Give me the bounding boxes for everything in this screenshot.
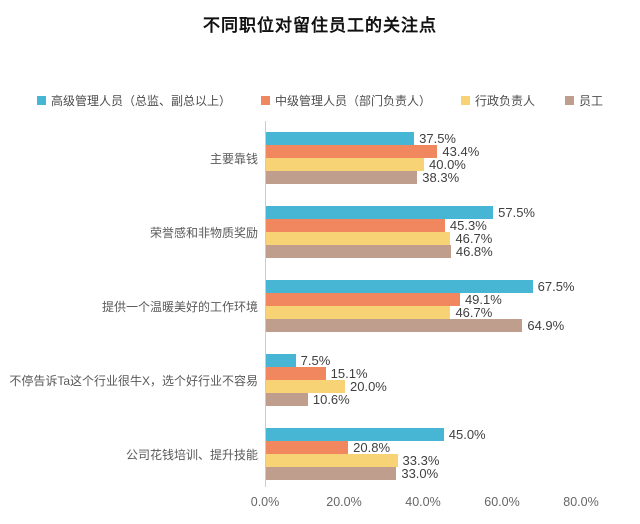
- group-bars: 67.5% 49.1% 46.7% 64.9%: [266, 280, 575, 332]
- bar-value-label: 57.5%: [498, 205, 535, 220]
- chart-title: 不同职位对留住员工的关注点: [203, 16, 437, 35]
- bar-2: [266, 306, 451, 319]
- bar-1: [266, 293, 460, 306]
- bar-line: 45.0%: [266, 428, 486, 441]
- bar-3: [266, 171, 418, 184]
- bar-group: 主要靠钱 37.5% 43.4% 40.0% 38.3%: [0, 132, 640, 184]
- bar-value-label: 37.5%: [419, 131, 456, 146]
- bar-line: 33.3%: [266, 454, 486, 467]
- bar-value-label: 40.0%: [429, 157, 466, 172]
- bar-2: [266, 232, 451, 245]
- bar-line: 38.3%: [266, 171, 479, 184]
- bar-2: [266, 454, 398, 467]
- bar-line: 46.8%: [266, 245, 535, 258]
- bar-line: 20.0%: [266, 380, 387, 393]
- bar-value-label: 46.7%: [455, 231, 493, 246]
- legend-label: 高级管理人员（总监、副总以上）: [50, 94, 231, 108]
- bar-line: 46.7%: [266, 232, 535, 245]
- bar-value-label: 33.0%: [401, 466, 439, 481]
- bar-value-label: 10.6%: [312, 392, 350, 407]
- bar-line: 20.8%: [266, 441, 486, 454]
- legend-swatch-icon: [565, 96, 575, 105]
- category-label: 不停告诉Ta这个行业很牛X，选个好行业不容易: [9, 373, 258, 388]
- bar-line: 67.5%: [266, 280, 575, 293]
- group-bars: 45.0% 20.8% 33.3% 33.0%: [266, 428, 486, 480]
- bar-1: [266, 367, 326, 380]
- bar-chart: 主要靠钱 37.5% 43.4% 40.0% 38.3% 荣誉感和非物质奖励 57.5% 45…: [0, 121, 640, 509]
- bar-3: [266, 245, 451, 258]
- bar-line: 37.5%: [266, 132, 479, 145]
- bar-value-label: 38.3%: [422, 170, 460, 185]
- legend-label: 员工: [579, 94, 604, 108]
- category-label: 公司花钱培训、提升技能: [125, 447, 258, 462]
- bar-line: 64.9%: [266, 319, 575, 332]
- x-tick-label: 20.0%: [326, 495, 362, 509]
- bar-line: 49.1%: [266, 293, 575, 306]
- category-label: 主要靠钱: [209, 151, 258, 166]
- bar-value-label: 46.8%: [455, 244, 493, 259]
- bar-3: [266, 393, 308, 406]
- legend-label: 中级管理人员（部门负责人）: [274, 94, 431, 108]
- bar-line: 7.5%: [266, 354, 387, 367]
- bar-value-label: 43.4%: [442, 144, 480, 159]
- bar-group: 不停告诉Ta这个行业很牛X，选个好行业不容易 7.5% 15.1% 20.0% 10.6…: [0, 354, 640, 406]
- bar-1: [266, 441, 349, 454]
- bar-line: 43.4%: [266, 145, 479, 158]
- bar-value-label: 46.7%: [455, 305, 493, 320]
- bar-line: 45.3%: [266, 219, 535, 232]
- group-bars: 7.5% 15.1% 20.0% 10.6%: [266, 354, 387, 406]
- bar-0: [266, 354, 296, 367]
- group-bars: 37.5% 43.4% 40.0% 38.3%: [266, 132, 479, 184]
- bar-3: [266, 319, 523, 332]
- x-tick-label: 0.0%: [250, 495, 280, 509]
- x-axis: 0.0% 20.0% 40.0% 60.0% 80.0%: [0, 495, 640, 515]
- bar-line: 57.5%: [266, 206, 535, 219]
- bar-1: [266, 219, 445, 232]
- legend-swatch-icon: [260, 96, 270, 105]
- category-label: 荣誉感和非物质奖励: [149, 225, 258, 240]
- bar-value-label: 45.3%: [449, 218, 487, 233]
- legend-item-2[interactable]: 行政负责人: [461, 92, 535, 109]
- bar-value-label: 45.0%: [448, 427, 486, 442]
- bar-0: [266, 428, 444, 441]
- bar-1: [266, 145, 438, 158]
- legend-item-3[interactable]: 员工: [565, 92, 603, 109]
- x-tick-label: 60.0%: [484, 495, 520, 509]
- bar-value-label: 15.1%: [330, 366, 368, 381]
- bar-line: 15.1%: [266, 367, 387, 380]
- bar-groups: 主要靠钱 37.5% 43.4% 40.0% 38.3% 荣誉感和非物质奖励 57.5% 45…: [0, 121, 640, 480]
- y-axis-line: [265, 121, 266, 487]
- bar-group: 荣誉感和非物质奖励 57.5% 45.3% 46.7% 46.8%: [0, 206, 640, 258]
- legend-swatch-icon: [461, 96, 470, 105]
- legend-label: 行政负责人: [475, 94, 536, 108]
- bar-0: [266, 132, 415, 145]
- bar-group: 提供一个温暖美好的工作环境 67.5% 49.1% 46.7% 64.9%: [0, 280, 640, 332]
- bar-value-label: 7.5%: [300, 353, 331, 368]
- bar-0: [266, 206, 494, 219]
- legend: 高级管理人员（总监、副总以上） 中级管理人员（部门负责人） 行政负责人 员工: [0, 92, 640, 109]
- legend-item-1[interactable]: 中级管理人员（部门负责人）: [260, 92, 431, 109]
- bar-2: [266, 158, 424, 171]
- bar-line: 10.6%: [266, 393, 387, 406]
- bar-line: 46.7%: [266, 306, 575, 319]
- bar-value-label: 20.0%: [350, 379, 387, 394]
- bar-3: [266, 467, 397, 480]
- bar-value-label: 33.3%: [402, 453, 440, 468]
- category-label: 提供一个温暖美好的工作环境: [101, 299, 258, 314]
- bar-value-label: 64.9%: [527, 318, 565, 333]
- bar-group: 公司花钱培训、提升技能 45.0% 20.8% 33.3% 33.0%: [0, 428, 640, 480]
- bar-0: [266, 280, 533, 293]
- bar-value-label: 20.8%: [353, 440, 391, 455]
- group-bars: 57.5% 45.3% 46.7% 46.8%: [266, 206, 535, 258]
- bar-value-label: 49.1%: [464, 292, 502, 307]
- x-tick-label: 80.0%: [563, 495, 599, 509]
- x-tick-label: 40.0%: [405, 495, 441, 509]
- bar-line: 33.0%: [266, 467, 486, 480]
- legend-swatch-icon: [36, 96, 46, 105]
- bar-value-label: 67.5%: [537, 279, 575, 294]
- bar-line: 40.0%: [266, 158, 479, 171]
- bar-2: [266, 380, 345, 393]
- legend-item-0[interactable]: 高级管理人员（总监、副总以上）: [36, 92, 231, 109]
